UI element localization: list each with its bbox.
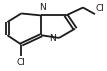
Text: Cl: Cl <box>17 58 26 67</box>
Text: N: N <box>49 34 56 43</box>
Text: Cl: Cl <box>96 4 105 13</box>
Text: N: N <box>39 3 46 12</box>
